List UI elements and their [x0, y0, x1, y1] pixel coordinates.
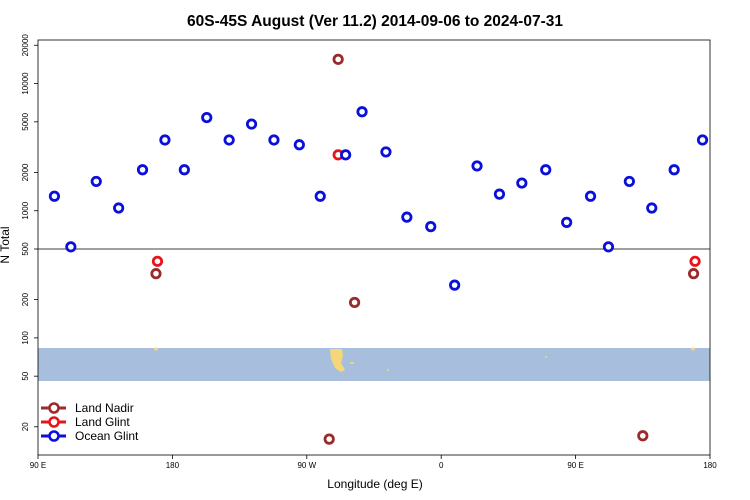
y-tick-label: 500: [21, 242, 30, 256]
land-patch: [545, 356, 547, 358]
legend-label: Ocean Glint: [75, 429, 139, 443]
point-ocean-glint: [425, 221, 437, 233]
x-axis-label: Longitude (deg E): [327, 477, 422, 491]
point-ocean-glint: [268, 134, 280, 146]
chart-title: 60S-45S August (Ver 11.2) 2014-09-06 to …: [187, 13, 563, 30]
y-tick-label: 200: [21, 292, 30, 306]
point-ocean-glint: [493, 188, 506, 200]
x-tick-label: 0: [439, 461, 444, 470]
point-land-glint: [151, 255, 164, 267]
land-patch-south-america: [330, 349, 345, 372]
point-ocean-glint: [584, 190, 597, 202]
point-ocean-glint: [380, 146, 392, 158]
point-ocean-glint: [113, 202, 125, 214]
x-tick-label: 90 W: [297, 461, 316, 470]
x-tick-label: 180: [703, 461, 717, 470]
y-tick-label: 10000: [21, 72, 30, 95]
x-tick-label: 180: [166, 461, 180, 470]
points-layer: [48, 53, 709, 445]
point-ocean-glint: [293, 139, 305, 151]
y-tick-label: 20000: [21, 34, 30, 57]
point-ocean-glint: [65, 241, 77, 253]
y-tick-label: 50: [21, 371, 30, 380]
point-ocean-glint: [561, 216, 573, 228]
plot-frame: [37, 39, 711, 456]
point-ocean-glint: [245, 118, 258, 130]
point-ocean-glint: [159, 134, 171, 146]
legend-entry-ocean-glint: Ocean Glint: [41, 429, 139, 443]
point-ocean-glint: [471, 160, 483, 172]
y-tick-label: 5000: [21, 112, 30, 130]
land-patch: [691, 347, 695, 351]
point-ocean-glint: [356, 106, 368, 118]
land-patch: [387, 369, 389, 371]
point-ocean-glint: [696, 134, 709, 146]
axes-layer: 90 E 180 90 W 0 90 E 180 20 50 100 200 500 1000 2000…: [21, 34, 717, 470]
y-tick-label: 2000: [21, 163, 30, 181]
x-tick-label: 90 E: [30, 461, 46, 470]
point-ocean-glint: [516, 177, 528, 189]
band-layer: [38, 347, 710, 381]
point-ocean-glint: [340, 149, 352, 161]
point-land-nadir: [348, 296, 361, 309]
ocean-band: [38, 348, 710, 381]
x-tick-label: 90 E: [567, 461, 583, 470]
point-ocean-glint: [646, 202, 658, 214]
legend: Land Nadir Land Glint Ocean Glint: [41, 401, 139, 443]
point-land-nadir: [637, 430, 649, 442]
land-patch: [350, 362, 354, 364]
point-ocean-glint: [623, 175, 635, 188]
point-ocean-glint: [90, 175, 102, 188]
y-tick-label: 1000: [21, 201, 30, 219]
legend-entry-land-nadir: Land Nadir: [41, 401, 134, 415]
point-land-nadir: [687, 268, 700, 280]
point-ocean-glint: [449, 279, 461, 291]
point-ocean-glint: [201, 111, 213, 124]
point-ocean-glint: [178, 164, 190, 176]
land-patch: [154, 347, 158, 351]
point-ocean-glint: [668, 164, 680, 176]
point-ocean-glint: [401, 211, 413, 223]
y-axis-label: N Total: [0, 226, 12, 263]
point-ocean-glint: [223, 134, 235, 146]
point-ocean-glint: [48, 190, 61, 202]
point-land-nadir: [150, 268, 162, 280]
y-tick-label: 100: [21, 331, 30, 345]
point-ocean-glint: [540, 164, 552, 176]
point-ocean-glint: [136, 164, 149, 176]
point-ocean-glint: [314, 190, 326, 202]
legend-label: Land Nadir: [75, 401, 134, 415]
point-land-glint: [689, 255, 701, 267]
legend-label: Land Glint: [75, 415, 130, 429]
point-land-nadir: [332, 53, 344, 65]
point-land-nadir: [323, 433, 335, 445]
point-ocean-glint: [602, 241, 615, 253]
legend-entry-land-glint: Land Glint: [41, 415, 130, 429]
y-tick-label: 20: [21, 422, 30, 431]
